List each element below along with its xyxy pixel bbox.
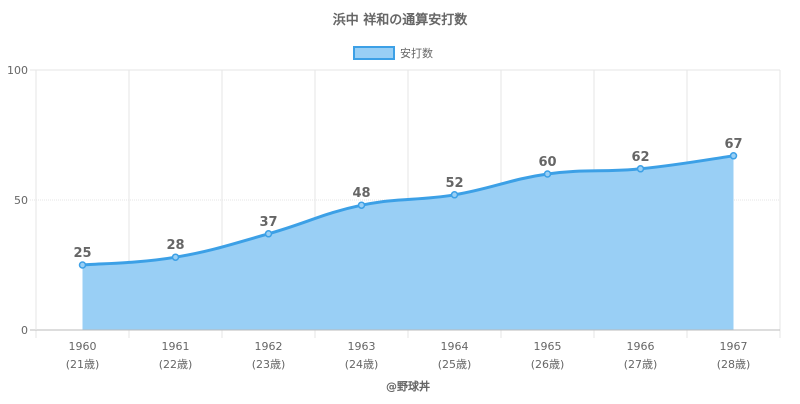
data-point[interactable] <box>264 230 273 238</box>
x-tick-label: 1966 <box>627 340 655 353</box>
legend-swatch <box>353 46 395 60</box>
data-point[interactable] <box>357 201 366 209</box>
data-point[interactable] <box>543 170 552 178</box>
credit-text: @野球丼 <box>386 379 430 393</box>
x-tick-label: 1967 <box>720 340 748 353</box>
y-tick-label: 0 <box>21 324 28 337</box>
x-tick-label: 1962 <box>255 340 283 353</box>
data-labels: 25 28 37 48 52 60 62 67 <box>73 137 742 261</box>
x-tick-label: 1961 <box>162 340 190 353</box>
data-label: 60 <box>538 155 556 170</box>
x-tick-age-label: (23歳) <box>252 358 286 371</box>
data-label: 37 <box>259 215 277 230</box>
x-tick-label: 1960 <box>69 340 97 353</box>
data-point[interactable] <box>636 165 645 173</box>
data-label: 48 <box>352 186 370 201</box>
series-line <box>82 154 734 267</box>
x-tick-label: 1964 <box>441 340 469 353</box>
data-point[interactable] <box>171 253 180 261</box>
x-tick-age-label: (21歳) <box>66 358 100 371</box>
data-point[interactable] <box>729 152 738 160</box>
data-label: 52 <box>445 176 463 191</box>
x-tick-age-label: (26歳) <box>531 358 565 371</box>
x-tick-age-label: (24歳) <box>345 358 379 371</box>
x-axis: 1960 (21歳) 1961 (22歳) 1962 (23歳) 1963 (24歳) 1964… <box>30 70 780 371</box>
chart-title: 浜中 祥和の通算安打数 <box>333 12 469 28</box>
legend[interactable]: 安打数 <box>353 46 433 60</box>
x-tick-age-label: (25歳) <box>438 358 472 371</box>
x-tick-age-label: (22歳) <box>159 358 193 371</box>
y-axis: 100 50 0 <box>7 64 28 337</box>
x-tick-label: 1963 <box>348 340 376 353</box>
series-area-fill <box>82 155 734 330</box>
data-point[interactable] <box>450 191 459 199</box>
series-area <box>82 154 734 330</box>
data-label: 67 <box>724 137 742 152</box>
x-tick-label: 1965 <box>534 340 562 353</box>
y-tick-label: 100 <box>7 64 28 77</box>
x-tick-age-label: (27歳) <box>624 358 658 371</box>
data-label: 62 <box>631 150 649 165</box>
data-point[interactable] <box>78 261 87 269</box>
data-label: 25 <box>73 246 91 261</box>
x-tick-age-label: (28歳) <box>717 358 751 371</box>
data-label: 28 <box>166 238 184 253</box>
series-points[interactable] <box>78 152 738 269</box>
legend-label: 安打数 <box>400 46 433 60</box>
y-tick-label: 50 <box>14 194 28 207</box>
